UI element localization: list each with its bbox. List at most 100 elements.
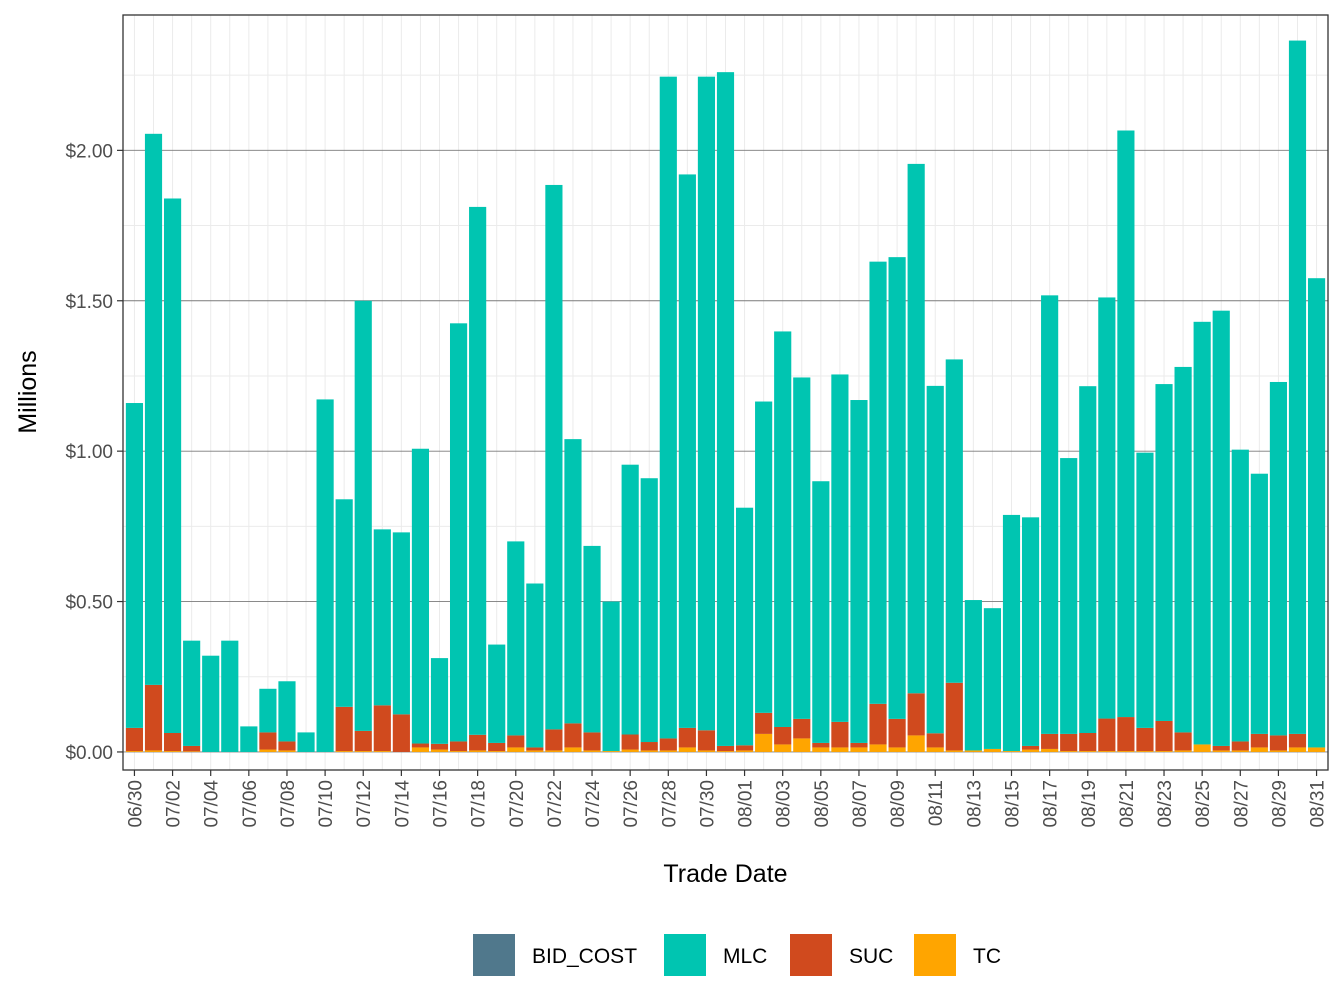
bar-tc-08-30: [1288, 747, 1307, 752]
bar-mlc-07-25: [602, 601, 620, 752]
bar-suc-08-21: [1117, 717, 1135, 752]
bar-mlc-07-09: [297, 732, 315, 752]
bar-mlc-07-05: [221, 640, 239, 752]
legend-label-bid-cost: BID_COST: [532, 945, 637, 968]
bar-tc-08-13: [964, 750, 982, 752]
bar-suc-08-03: [774, 726, 792, 745]
bar-mlc-06-30: [125, 403, 144, 728]
bar-mlc-07-31: [716, 72, 735, 746]
bar-tc-08-24: [1174, 750, 1192, 752]
bar-tc-08-08: [869, 744, 887, 752]
bar-tc-07-28: [659, 750, 677, 752]
bar-suc-07-18: [469, 734, 487, 751]
bar-tc-07-15: [411, 747, 430, 752]
bar-mlc-07-04: [202, 655, 220, 752]
bar-suc-07-29: [678, 727, 696, 748]
bar-mlc-07-06: [240, 726, 258, 752]
bar-mlc-07-01: [144, 133, 163, 685]
bar-mlc-07-12: [354, 300, 372, 731]
bar-tc-08-05: [812, 747, 830, 752]
bar-tc-07-16: [430, 749, 449, 752]
bar-tc-08-01: [735, 750, 754, 752]
y-axis-title: Millions: [14, 350, 42, 433]
x-tick-label: 07/06: [240, 780, 261, 828]
bar-suc-07-22: [545, 729, 563, 751]
bar-suc-08-02: [755, 712, 773, 734]
x-tick-label: 08/09: [888, 780, 909, 828]
bar-mlc-08-11: [926, 385, 944, 734]
bar-suc-08-01: [735, 745, 754, 751]
bar-suc-07-15: [411, 743, 430, 748]
bar-suc-08-16: [1021, 745, 1040, 750]
bar-suc-08-26: [1212, 745, 1230, 751]
bar-suc-08-20: [1098, 718, 1116, 752]
bar-mlc-08-09: [888, 257, 906, 719]
bar-tc-08-23: [1155, 751, 1173, 752]
bar-suc-08-07: [850, 742, 868, 748]
bar-mlc-08-26: [1212, 310, 1230, 746]
bars: [125, 40, 1326, 752]
bar-tc-08-11: [926, 747, 944, 752]
y-tick-label: $1.00: [65, 442, 113, 463]
bar-suc-07-12: [354, 730, 372, 752]
bar-mlc-07-24: [583, 545, 601, 733]
bar-tc-08-16: [1021, 749, 1040, 752]
bar-tc-07-11: [335, 751, 353, 752]
x-axis-title: Trade Date: [663, 860, 787, 888]
bar-mlc-07-16: [430, 658, 449, 744]
bar-mlc-07-27: [640, 478, 658, 743]
bar-suc-07-21: [526, 747, 544, 751]
bar-mlc-07-17: [449, 323, 468, 742]
bar-mlc-08-12: [945, 359, 963, 683]
bar-tc-07-25: [602, 751, 620, 752]
bar-suc-08-05: [812, 742, 830, 748]
bar-tc-07-12: [354, 751, 372, 752]
bar-suc-08-11: [926, 733, 944, 748]
bar-suc-06-30: [125, 727, 144, 752]
bar-suc-07-07: [259, 732, 277, 750]
bar-tc-07-27: [640, 750, 658, 752]
bar-tc-07-21: [526, 750, 544, 752]
x-tick-label: 07/20: [507, 780, 528, 828]
y-tick-label: $2.00: [65, 141, 113, 162]
bar-mlc-07-20: [507, 541, 525, 736]
legend-label-tc: TC: [973, 945, 1001, 968]
bar-suc-08-29: [1269, 735, 1288, 751]
bar-mlc-07-15: [411, 448, 430, 744]
x-axis: 06/30 07/02 07/04 07/06 07/08 07/10 07/12 07/14…: [125, 770, 1329, 828]
y-axis: $0.00 $0.50 $1.00 $1.50 $2.00: [65, 141, 123, 764]
bar-mlc-07-03: [183, 640, 201, 746]
x-tick-label: 08/19: [1079, 780, 1100, 828]
bar-mlc-08-16: [1021, 517, 1040, 746]
bar-tc-07-17: [449, 751, 468, 752]
bar-suc-07-02: [163, 733, 182, 752]
bar-tc-07-22: [545, 750, 563, 752]
bar-mlc-07-29: [678, 174, 696, 728]
legend-swatch-suc: [790, 934, 832, 976]
x-tick-label: 08/03: [774, 780, 795, 828]
legend-label-suc: SUC: [849, 945, 893, 968]
bar-tc-07-02: [163, 751, 182, 752]
bar-tc-07-19: [488, 751, 506, 752]
bar-mlc-08-07: [850, 400, 868, 743]
bar-tc-07-26: [621, 749, 639, 752]
legend-swatch-mlc: [664, 934, 706, 976]
x-tick-label: 08/23: [1155, 780, 1176, 828]
bar-tc-08-12: [945, 750, 963, 752]
bar-suc-07-30: [697, 730, 716, 751]
bar-suc-07-08: [278, 741, 296, 751]
y-tick-label: $1.50: [65, 292, 113, 313]
bar-suc-08-22: [1136, 727, 1154, 752]
bar-tc-08-27: [1231, 750, 1249, 752]
bar-mlc-08-03: [774, 331, 792, 727]
bar-mlc-08-27: [1231, 449, 1249, 742]
bar-tc-07-29: [678, 747, 696, 752]
bar-suc-08-12: [945, 682, 963, 751]
x-tick-label: 07/04: [202, 780, 223, 828]
x-tick-label: 07/26: [621, 780, 642, 828]
bar-suc-08-10: [907, 693, 925, 736]
bar-mlc-07-11: [335, 499, 353, 707]
x-tick-label: 08/05: [812, 780, 833, 828]
bar-tc-08-15: [1002, 751, 1021, 752]
